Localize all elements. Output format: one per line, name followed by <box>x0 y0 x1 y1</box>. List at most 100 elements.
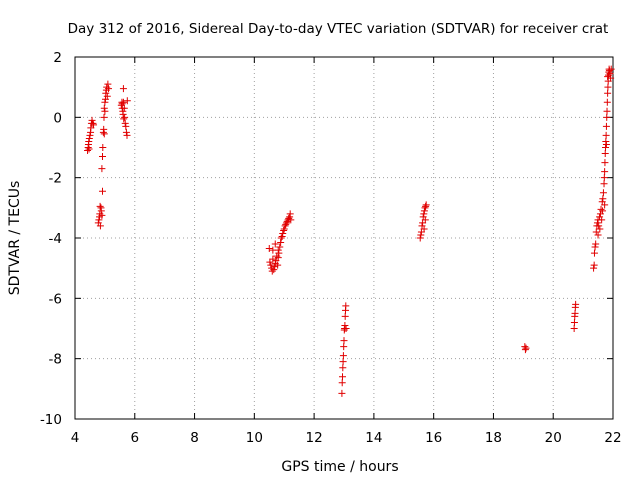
data-point <box>95 216 103 224</box>
data-point <box>604 73 612 81</box>
grid-lines <box>75 57 613 419</box>
data-point <box>342 302 350 310</box>
x-axis-ticks: 4 6 8 10 12 14 16 18 20 22 <box>71 57 622 446</box>
x-tick-label: 10 <box>246 430 263 446</box>
data-point <box>286 210 294 218</box>
data-point <box>521 343 529 351</box>
data-point <box>602 144 610 151</box>
data-point <box>421 216 429 224</box>
data-point <box>90 121 98 129</box>
data-point <box>338 379 346 387</box>
data-point <box>570 325 578 332</box>
y-axis-ticks: -10 -8 -6 -4 -2 0 2 <box>40 50 613 428</box>
x-axis-label: GPS time / hours <box>281 459 398 475</box>
y-tick-label: -10 <box>40 412 62 428</box>
data-point <box>600 180 608 188</box>
data-point <box>601 150 609 158</box>
data-point <box>598 216 606 224</box>
data-point <box>120 115 128 123</box>
y-axis-label: SDTVAR / TECUs <box>7 181 23 296</box>
data-point <box>101 107 109 115</box>
data-point <box>602 137 610 145</box>
data-point <box>101 98 109 106</box>
data-point <box>122 122 130 130</box>
data-point <box>276 243 284 251</box>
data-point <box>98 187 106 195</box>
data-point <box>96 202 104 210</box>
chart-title: Day 312 of 2016, Sidereal Day-to-day VTE… <box>68 21 609 37</box>
x-tick-label: 16 <box>425 430 442 446</box>
data-point <box>123 131 131 139</box>
data-point <box>282 220 290 228</box>
data-point <box>590 261 598 269</box>
data-point <box>120 104 128 112</box>
data-point <box>604 89 612 97</box>
data-point <box>596 225 604 233</box>
x-tick-label: 6 <box>130 430 139 446</box>
data-point <box>96 222 104 230</box>
data-point <box>420 207 428 215</box>
data-point <box>339 358 347 366</box>
data-point <box>287 216 295 224</box>
data-point <box>267 261 275 269</box>
data-point <box>283 217 291 225</box>
data-point <box>590 264 598 272</box>
data-point <box>98 153 106 161</box>
data-point <box>279 229 287 237</box>
data-point <box>342 325 350 332</box>
x-tick-label: 8 <box>190 430 199 446</box>
data-point <box>271 263 279 271</box>
data-point <box>100 113 108 121</box>
data-point <box>286 213 294 221</box>
x-tick-label: 18 <box>485 430 502 446</box>
data-point <box>592 228 600 236</box>
data-point <box>100 130 108 138</box>
data-point <box>101 95 109 103</box>
data-point <box>121 119 129 127</box>
data-point <box>98 211 106 219</box>
data-point <box>277 239 285 247</box>
x-tick-label: 4 <box>71 430 80 446</box>
data-point <box>97 207 105 215</box>
data-point <box>341 321 349 329</box>
y-tick-label: -4 <box>49 231 62 247</box>
data-point <box>283 219 291 227</box>
data-point <box>119 110 127 118</box>
data-point <box>599 189 607 197</box>
data-point <box>85 137 93 145</box>
data-point <box>275 249 283 257</box>
data-point <box>602 140 610 148</box>
x-tick-label: 12 <box>306 430 323 446</box>
data-point <box>104 85 112 93</box>
data-point <box>602 131 610 139</box>
data-point <box>269 255 277 263</box>
data-point <box>119 85 127 93</box>
data-point <box>600 174 608 182</box>
data-point <box>339 352 347 360</box>
data-point <box>118 100 126 108</box>
data-point <box>594 231 602 239</box>
data-point <box>599 207 607 215</box>
data-point <box>271 240 279 248</box>
x-tick-label: 22 <box>604 430 621 446</box>
y-tick-label: -6 <box>49 291 62 307</box>
data-point <box>104 80 112 88</box>
data-point <box>280 226 288 234</box>
data-point <box>103 92 111 100</box>
data-point <box>590 249 598 257</box>
data-point <box>420 210 428 218</box>
data-point <box>102 89 110 97</box>
data-point <box>522 344 530 352</box>
data-point <box>341 312 349 320</box>
data-point <box>265 245 273 253</box>
data-point <box>591 243 599 251</box>
data-point <box>571 309 579 317</box>
data-point <box>339 364 347 372</box>
data-point <box>85 145 93 153</box>
x-tick-label: 20 <box>545 430 562 446</box>
data-point <box>601 201 609 209</box>
data-point <box>88 116 96 124</box>
data-point <box>521 346 529 354</box>
data-point <box>123 97 131 105</box>
